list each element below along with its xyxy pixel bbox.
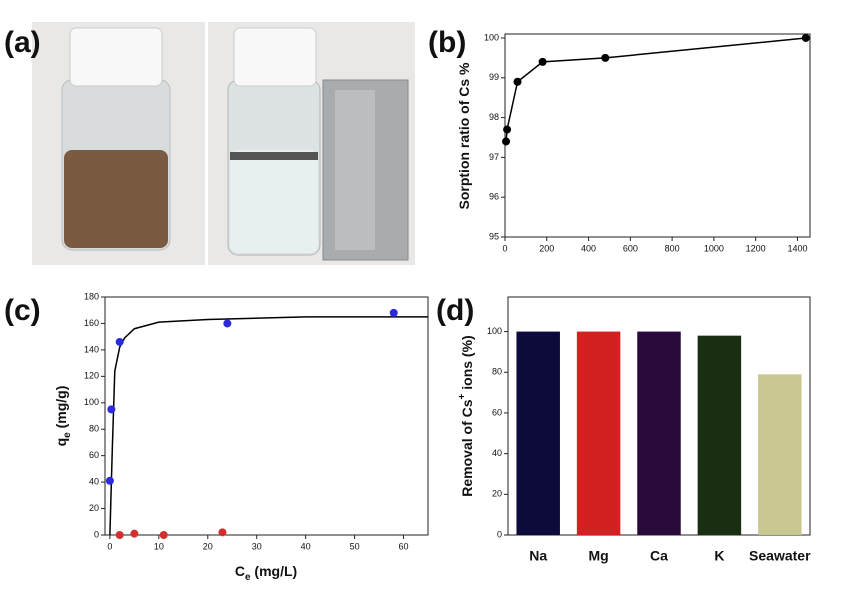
vial-cap [69, 27, 163, 87]
x-tick-label: Na [529, 548, 547, 564]
point [601, 53, 610, 62]
bar [697, 335, 742, 535]
panel-label: (a) [4, 26, 41, 59]
point [159, 531, 168, 539]
axis-label-part: (mg/g) [53, 386, 69, 433]
y-tick-label: 97 [489, 152, 499, 162]
bar [576, 331, 621, 535]
y-tick-label: 180 [84, 291, 99, 301]
y-tick-label: 60 [492, 407, 502, 417]
foil-highlight [335, 90, 375, 250]
vial-band [230, 152, 318, 160]
point [218, 528, 227, 537]
x-tick-label: 40 [301, 541, 311, 551]
axis-label-part: C [235, 563, 245, 579]
y-tick-label: 20 [89, 503, 99, 513]
y-tick-label: 40 [492, 448, 502, 458]
axis-label-part: e [62, 432, 73, 438]
axis-label-part: + [457, 393, 468, 399]
point [115, 531, 124, 539]
y-tick-label: 80 [492, 367, 502, 377]
y-tick-label: 0 [94, 529, 99, 539]
vial-cap [233, 27, 317, 87]
axis-label-part: q [53, 438, 69, 447]
y-tick-label: 40 [89, 476, 99, 486]
point [801, 33, 810, 42]
y-tick-label: 0 [497, 529, 502, 539]
panel-label: (c) [4, 294, 41, 327]
bar [516, 331, 560, 535]
x-tick-label: 50 [350, 541, 360, 551]
y-tick-label: 96 [489, 192, 499, 202]
point [223, 319, 232, 328]
y-tick-label: 20 [492, 489, 502, 499]
x-tick-label: 10 [154, 541, 164, 551]
y-tick-label: 120 [84, 371, 99, 381]
axis-label-part: e [245, 572, 251, 583]
y-tick-label: 60 [89, 450, 99, 460]
x-tick-label: 30 [252, 541, 262, 551]
x-tick-label: 60 [399, 541, 409, 551]
y-tick-label: 80 [89, 424, 99, 434]
point [503, 125, 512, 134]
point [389, 308, 398, 317]
axes-frame [504, 33, 811, 238]
x-tick-label: 0 [107, 541, 112, 551]
line [505, 37, 806, 142]
axis-label-part: Sorption ratio of Cs % [456, 62, 472, 210]
point [502, 137, 511, 146]
x-tick-label: 1000 [704, 243, 724, 253]
y-tick-label: 98 [489, 112, 499, 122]
point [115, 337, 124, 346]
point [107, 405, 116, 414]
axis-label-part: Removal of Cs [459, 399, 475, 496]
x-tick-label: Mg [588, 548, 608, 564]
x-tick-label: Seawater [749, 548, 811, 564]
y-tick-label: 99 [489, 72, 499, 82]
y-tick-label: 160 [84, 318, 99, 328]
point [538, 57, 547, 66]
bar [758, 374, 802, 535]
x-tick-label: 400 [581, 243, 596, 253]
x-tick-label: 0 [502, 243, 507, 253]
photo-divider [205, 22, 208, 265]
axis-label-part: (mg/L) [251, 563, 298, 579]
x-axis-label: Ce (mg/L) [235, 563, 297, 583]
y-tick-label: 100 [484, 32, 499, 42]
line [109, 316, 428, 536]
point [105, 476, 114, 485]
y-tick-label: 100 [487, 326, 502, 336]
vial-liquid [230, 150, 318, 253]
photo: (a) [4, 22, 415, 265]
x-tick-label: 800 [665, 243, 680, 253]
point [130, 529, 139, 538]
y-axis-label: qe (mg/g) [53, 386, 73, 447]
x-tick-label: K [714, 548, 724, 564]
panel-label: (d) [436, 294, 474, 327]
x-tick-label: 1200 [746, 243, 766, 253]
y-axis-label: Removal of Cs+ ions (%) [457, 335, 475, 496]
point [513, 77, 522, 86]
y-tick-label: 95 [489, 231, 499, 241]
x-tick-label: Ca [650, 548, 668, 564]
panel-label: (b) [428, 26, 466, 59]
y-tick-label: 100 [84, 397, 99, 407]
x-tick-label: 20 [203, 541, 213, 551]
y-axis-label: Sorption ratio of Cs % [456, 62, 472, 210]
x-tick-label: 600 [623, 243, 638, 253]
vial-liquid [64, 150, 168, 248]
axes-frame [104, 296, 429, 536]
x-tick-label: 200 [539, 243, 554, 253]
bar [637, 331, 681, 535]
y-tick-label: 140 [84, 344, 99, 354]
axis-label-part: ions (%) [459, 335, 475, 393]
x-tick-label: 1400 [787, 243, 807, 253]
